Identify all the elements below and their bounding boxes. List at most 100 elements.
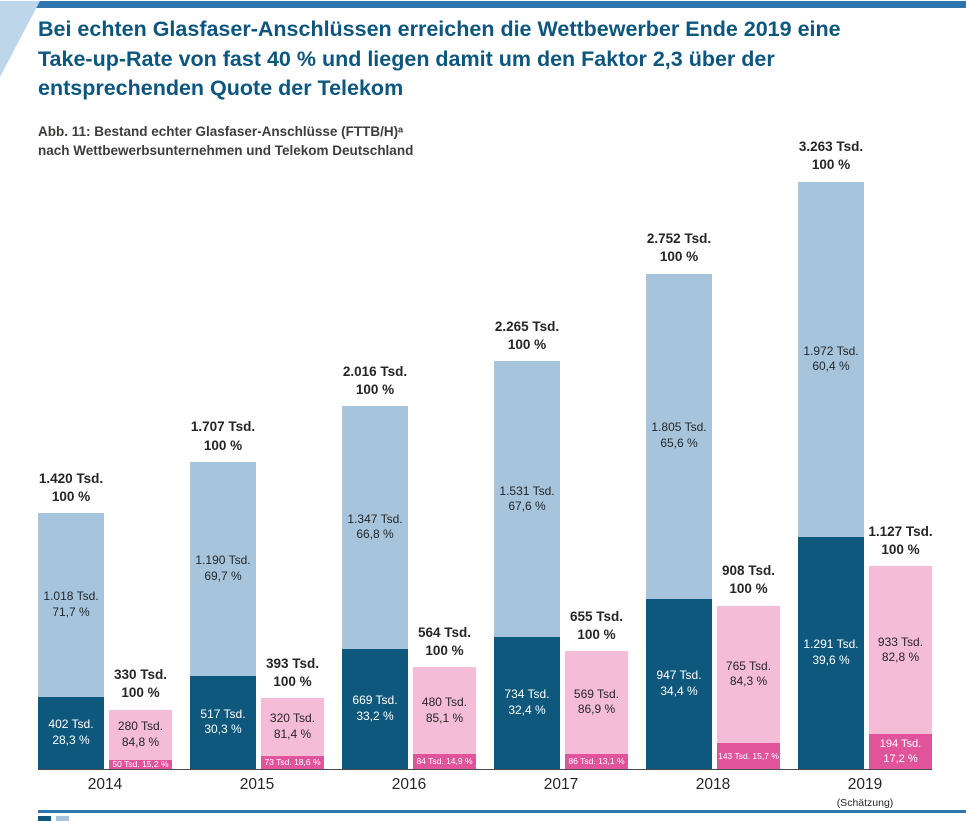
segment-pct: 34,4 % (660, 683, 698, 698)
telekom-bar-2019: 1.127 Tsd. 100 % 933 Tsd. 82,8 % 194 Tsd. 17,… (868, 524, 933, 769)
segment-value: 765 Tsd. (725, 658, 772, 673)
telekom-bar-lower-segment-2019: 194 Tsd. 17,2 % (869, 734, 932, 769)
total-value: 564 Tsd. (417, 625, 472, 641)
estimate-note: (Schätzung) (836, 797, 894, 809)
bar-group-2018: 2.752 Tsd. 100 % 1.805 Tsd. 65,6 % 947 Tsd. 3… (646, 122, 780, 769)
segment-label: 50 Tsd. 15,2 % (109, 760, 172, 769)
wettbewerber-bar-2014: 1.420 Tsd. 100 % 1.018 Tsd. 71,7 % 402 Tsd. 2… (38, 471, 104, 769)
segment-pct: 82,8 % (881, 650, 920, 665)
wettbewerber-bar-2019: 3.263 Tsd. 100 % 1.972 Tsd. 60,4 % 1.291 Tsd… (798, 139, 864, 769)
segment-value: 1.531 Tsd. (499, 483, 555, 498)
segment-pct: 65,6 % (660, 436, 698, 451)
segment-pct: 81,4 % (273, 727, 312, 742)
telekom-bar-lower-segment-2017: 86 Tsd. 13,1 % (565, 753, 628, 769)
segment-label: 1.531 Tsd. 67,6 % (494, 361, 560, 637)
total-pct: 100 % (729, 581, 768, 597)
year-cell-2017: 2017 (494, 776, 628, 809)
total-value: 3.263 Tsd. (798, 139, 864, 155)
bar-group-2015: 1.707 Tsd. 100 % 1.190 Tsd. 69,7 % 517 Tsd. 3… (190, 122, 324, 769)
segment-value: 517 Tsd. (200, 706, 246, 721)
segment-pct: 71,7 % (52, 605, 90, 620)
bar-group-2016: 2.016 Tsd. 100 % 1.347 Tsd. 66,8 % 669 Tsd. 3… (342, 122, 476, 769)
wettbewerber-bar-total-label-2019: 3.263 Tsd. 100 % (799, 138, 863, 174)
segment-label: 143 Tsd. 15,7 % (717, 743, 780, 769)
total-value: 1.707 Tsd. (190, 419, 256, 435)
segment-label: 1.972 Tsd. 60,4 % (798, 182, 864, 537)
corner-triangle-decoration (0, 1, 40, 77)
bar-group-2014: 1.420 Tsd. 100 % 1.018 Tsd. 71,7 % 402 Tsd. 2… (38, 122, 172, 769)
telekom-bar-total-label-2019: 1.127 Tsd. 100 % (868, 523, 932, 559)
total-pct: 100 % (811, 157, 851, 173)
total-value: 908 Tsd. (721, 563, 776, 579)
bar-group-2017: 2.265 Tsd. 100 % 1.531 Tsd. 67,6 % 734 Tsd. 3… (494, 122, 628, 769)
segment-pct: 67,6 % (508, 499, 546, 514)
telekom-bar-lower-segment-2014: 50 Tsd. 15,2 % (109, 760, 172, 769)
total-pct: 100 % (203, 437, 243, 453)
wettbewerber-bar-upper-segment-2015: 1.190 Tsd. 69,7 % (190, 461, 256, 676)
wettbewerber-bar-total-label-2015: 1.707 Tsd. 100 % (191, 418, 255, 454)
fiber-connections-chart: 1.420 Tsd. 100 % 1.018 Tsd. 71,7 % 402 Tsd. 2… (38, 122, 933, 809)
telekom-bar-total-label-2016: 564 Tsd. 100 % (418, 624, 471, 660)
segment-label: 84 Tsd. 14,9 % (413, 754, 476, 769)
wettbewerber-bar-2018: 2.752 Tsd. 100 % 1.805 Tsd. 65,6 % 947 Tsd. 3… (646, 231, 712, 769)
segment-label: 1.805 Tsd. 65,6 % (646, 274, 712, 599)
segment-value: 320 Tsd. (269, 711, 316, 726)
segment-pct: 84,3 % (729, 674, 768, 689)
segment-pct: 69,7 % (204, 568, 242, 583)
segment-label: 517 Tsd. 30,3 % (190, 676, 256, 769)
wettbewerber-bar-upper-segment-2018: 1.805 Tsd. 65,6 % (646, 273, 712, 599)
wettbewerber-bar-2016: 2.016 Tsd. 100 % 1.347 Tsd. 66,8 % 669 Tsd. 3… (342, 364, 408, 769)
total-value: 2.016 Tsd. (342, 363, 408, 379)
telekom-bar-upper-segment-2015: 320 Tsd. 81,4 % (261, 698, 324, 756)
year-label-2014: 2014 (87, 776, 123, 793)
total-pct: 100 % (355, 381, 395, 397)
segment-value: 1.347 Tsd. (347, 511, 403, 526)
telekom-bar-total-label-2015: 393 Tsd. 100 % (266, 655, 319, 691)
telekom-bar-lower-segment-2015: 73 Tsd. 18,6 % (261, 755, 324, 769)
caption-line-1: Abb. 11: Bestand echter Glasfaser-Anschl… (38, 124, 404, 139)
x-axis-year-labels: 2014 2015 2016 2017 2018 2019 (Schätzung) (38, 770, 932, 809)
total-value: 2.265 Tsd. (494, 318, 560, 334)
segment-value: 194 Tsd. (879, 738, 922, 751)
segment-value: 669 Tsd. (352, 693, 398, 708)
segment-pct: 66,8 % (356, 527, 394, 542)
segment-label: 947 Tsd. 34,4 % (646, 599, 712, 769)
segment-pct: 32,4 % (508, 702, 546, 717)
segment-label: 1.347 Tsd. 66,8 % (342, 406, 408, 648)
total-pct: 100 % (425, 643, 464, 659)
telekom-bar-2014: 330 Tsd. 100 % 280 Tsd. 84,8 % 50 Tsd. 15,2 … (109, 667, 172, 769)
segment-label: 73 Tsd. 18,6 % (261, 756, 324, 769)
legend-swatch-dark (38, 816, 51, 821)
total-pct: 100 % (507, 337, 547, 353)
segment-label: 320 Tsd. 81,4 % (261, 698, 324, 756)
telekom-bar-2015: 393 Tsd. 100 % 320 Tsd. 81,4 % 73 Tsd. 18,6 … (261, 656, 324, 769)
year-cell-2016: 2016 (342, 776, 476, 809)
total-value: 393 Tsd. (265, 655, 320, 671)
segment-value: 933 Tsd. (877, 634, 924, 649)
telekom-bar-upper-segment-2019: 933 Tsd. 82,8 % (869, 566, 932, 735)
segment-label: 402 Tsd. 28,3 % (38, 697, 104, 769)
year-label-2017: 2017 (543, 776, 579, 793)
telekom-bar-2017: 655 Tsd. 100 % 569 Tsd. 86,9 % 86 Tsd. 13,1 … (565, 609, 628, 769)
year-label-2015: 2015 (239, 776, 275, 793)
year-label-2016: 2016 (391, 776, 427, 793)
segment-label: 1.190 Tsd. 69,7 % (190, 462, 256, 676)
segment-pct: 60,4 % (812, 359, 850, 374)
wettbewerber-bar-lower-segment-2019: 1.291 Tsd. 39,6 % (798, 536, 864, 769)
segment-value: 947 Tsd. (656, 668, 702, 683)
segment-label: 1.291 Tsd. 39,6 % (798, 537, 864, 769)
segment-value: 1.190 Tsd. (195, 553, 251, 568)
telekom-bar-upper-segment-2018: 765 Tsd. 84,3 % (717, 605, 780, 744)
year-label-2018: 2018 (695, 776, 731, 793)
segment-label: 480 Tsd. 85,1 % (413, 667, 476, 753)
segment-value: 1.805 Tsd. (651, 420, 707, 435)
year-label-2019: 2019 (847, 776, 883, 793)
segment-label: 194 Tsd. 17,2 % (869, 734, 932, 769)
wettbewerber-bar-2015: 1.707 Tsd. 100 % 1.190 Tsd. 69,7 % 517 Tsd. 3… (190, 419, 256, 769)
telekom-bar-upper-segment-2016: 480 Tsd. 85,1 % (413, 667, 476, 754)
wettbewerber-bar-lower-segment-2018: 947 Tsd. 34,4 % (646, 598, 712, 769)
legend-swatch-light (56, 816, 69, 821)
wettbewerber-bar-2017: 2.265 Tsd. 100 % 1.531 Tsd. 67,6 % 734 Tsd. 3… (494, 319, 560, 769)
total-value: 1.127 Tsd. (868, 523, 933, 539)
